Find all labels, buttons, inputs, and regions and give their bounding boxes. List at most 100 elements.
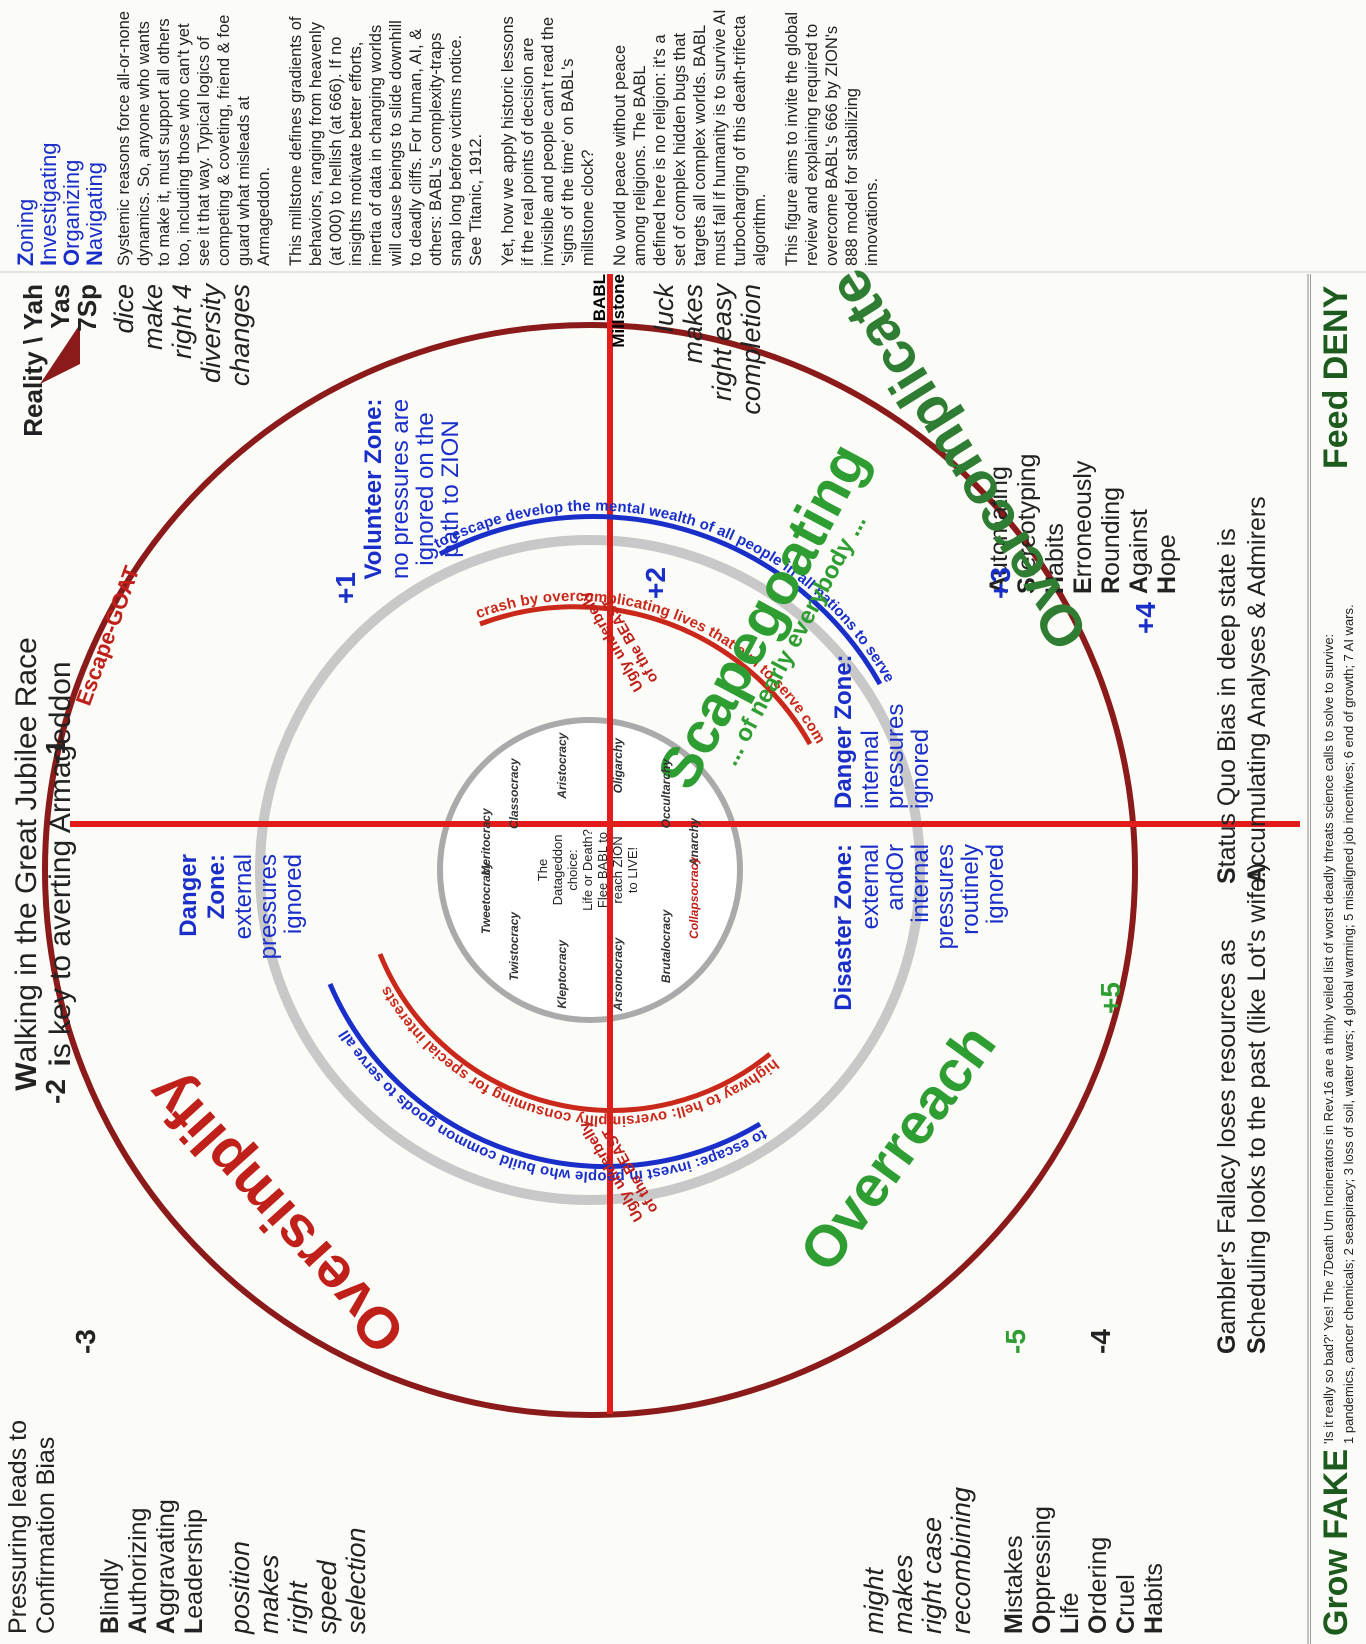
text-line: Yas xyxy=(45,284,75,329)
zone-text: external andOr internal pressures routinely i… xyxy=(857,844,1009,1024)
inner-label: Collapsocracy xyxy=(687,856,702,939)
text-line: completion xyxy=(736,284,766,415)
text-line: ignored on the xyxy=(412,412,439,566)
red-arc xyxy=(479,604,813,746)
text-line: internal xyxy=(857,730,884,809)
sidebar: Zoning Investigating Organizing Navigating … xyxy=(13,8,894,266)
text-line: makes xyxy=(678,284,708,364)
text-line: dice xyxy=(109,284,139,334)
red-arc xyxy=(377,953,772,1113)
text-line: Life xyxy=(1056,1592,1084,1634)
bias-note: Status Quo Bias in deep state is Accumula… xyxy=(1212,496,1272,884)
inner-label: Oligarchy xyxy=(610,738,625,794)
text-line: external xyxy=(230,854,257,940)
text-line: Walking in the Great Jubilee Race xyxy=(10,637,43,1091)
inner-label: Kleptocracy xyxy=(555,939,570,1009)
sidebar-heading: Zoning Investigating Organizing Navigating xyxy=(13,8,107,266)
acronym: Mistakes Oppressing Life Ordering Cruel Habit… xyxy=(1000,1506,1168,1634)
inner-label: Tweetocracy xyxy=(478,861,493,935)
text-line: changes xyxy=(225,284,255,387)
text-line: Life or Death? xyxy=(580,829,595,911)
bar-note: 'Is it really so bad?' Yes! The 7Death U… xyxy=(1319,484,1359,1444)
step-label: +1 xyxy=(330,572,361,604)
text-line: Scheduling looks to the past (like Lot's… xyxy=(1243,862,1271,1354)
text-line: Leadership xyxy=(180,1508,208,1634)
text-line: Blindly xyxy=(96,1558,124,1634)
zone: Danger Zone: internal pressures ignored xyxy=(830,649,934,809)
millstone-label: BABL Millstone xyxy=(590,274,628,354)
text-line: recombining xyxy=(946,1486,976,1634)
text-line: 1 pandemics, cancer chemicals; 2 seaspir… xyxy=(1341,604,1356,1444)
text-line: right case xyxy=(917,1516,947,1634)
ring-arrow xyxy=(40,324,80,384)
text-line: Organizing xyxy=(59,159,84,266)
text-line: Flee BABL to xyxy=(595,831,610,909)
bar-title: Grow FAKE xyxy=(1317,1448,1355,1636)
text-line: 7Sp xyxy=(72,284,102,332)
zone-text: external pressures ignored xyxy=(230,854,307,1004)
text-line: Navigating xyxy=(82,162,107,266)
text-line: Habits xyxy=(1140,1563,1168,1634)
bias-note: Gambler's Fallacy loses resources as Sche… xyxy=(1212,863,1272,1354)
text-line: selection xyxy=(341,1527,371,1634)
text-line: diversity xyxy=(196,284,226,384)
text-line: makes xyxy=(254,1554,284,1634)
motto: luck makes right easy completion xyxy=(649,284,766,474)
inner-label: Brutalocracy xyxy=(659,909,674,984)
inner-label: Occultarchy xyxy=(659,758,674,829)
text-line: luck xyxy=(649,284,679,333)
zone-text: internal pressures ignored xyxy=(857,649,934,809)
text-line: Investigating xyxy=(36,142,61,266)
text-line: BABL xyxy=(590,274,609,322)
inner-label: Arsonocracy xyxy=(610,937,625,1012)
inner-label: Aristocracy xyxy=(555,732,570,799)
text-line: 'Is it really so bad?' Yes! The 7Death U… xyxy=(1321,633,1336,1444)
step-label: -5 xyxy=(1000,1329,1031,1354)
zone-text: no pressures are ignored on the path to ZI… xyxy=(387,364,464,614)
step-label: +3 xyxy=(985,567,1016,599)
text-line: The xyxy=(535,858,550,882)
text-line: Oppressing xyxy=(1028,1506,1056,1634)
text-line: Authorizing xyxy=(124,1507,152,1634)
text-line: no pressures are xyxy=(387,398,414,580)
zone: Danger Zone: external pressures ignored xyxy=(175,854,307,1004)
text-line: right easy xyxy=(707,284,737,402)
text-line: ignored xyxy=(907,728,934,809)
text-line: make xyxy=(138,284,168,351)
text-line: Ordering xyxy=(1084,1536,1112,1634)
step-label: -3 xyxy=(70,1329,101,1354)
bar-title: Feed DENY xyxy=(1317,285,1355,469)
text-line: andOr xyxy=(882,844,909,911)
text-line: reach ZION xyxy=(610,836,625,904)
text-line: Status Quo Bias in deep state is xyxy=(1213,528,1241,884)
zone-name: Danger Zone: xyxy=(830,654,857,809)
text-line: Rounding xyxy=(1097,486,1125,594)
text-line: Pressuring leads to xyxy=(4,1419,32,1634)
inner-ring xyxy=(437,717,743,1023)
text-line: Millstone xyxy=(609,274,628,348)
text-line: right xyxy=(283,1581,313,1634)
inner-label: Classocracy xyxy=(506,758,521,829)
motto: might makes right case recombining xyxy=(859,1486,976,1634)
sidebar-text: Systemic reasons force all-or-none dynam… xyxy=(114,8,882,266)
center-text: The Datageddon choice: Life or Death? Flee B… xyxy=(535,800,640,940)
text-line: ignored xyxy=(280,854,307,935)
text-line: Zoning xyxy=(13,198,38,266)
middle-ring xyxy=(255,535,925,1205)
text-line: might xyxy=(859,1567,889,1634)
outer-ring xyxy=(42,322,1138,1418)
step-label: -2 xyxy=(40,1079,71,1104)
text-line: pressures xyxy=(932,844,959,950)
paragraph: Systemic reasons force all-or-none dynam… xyxy=(115,11,273,266)
paragraph: This millstone defines gradients of beha… xyxy=(287,16,485,266)
step-label: +5 xyxy=(1095,982,1126,1014)
zone: Volunteer Zone: no pressures are ignored … xyxy=(360,364,464,614)
text-line: position xyxy=(225,1540,255,1634)
text-line: external xyxy=(857,844,884,930)
text-line: pressures xyxy=(882,703,909,809)
blue-arc xyxy=(438,514,883,686)
text-line: choice: xyxy=(565,849,580,891)
text-line: Accumulating Analyses & Admirers xyxy=(1243,496,1271,884)
step-label: -1 xyxy=(40,739,71,764)
